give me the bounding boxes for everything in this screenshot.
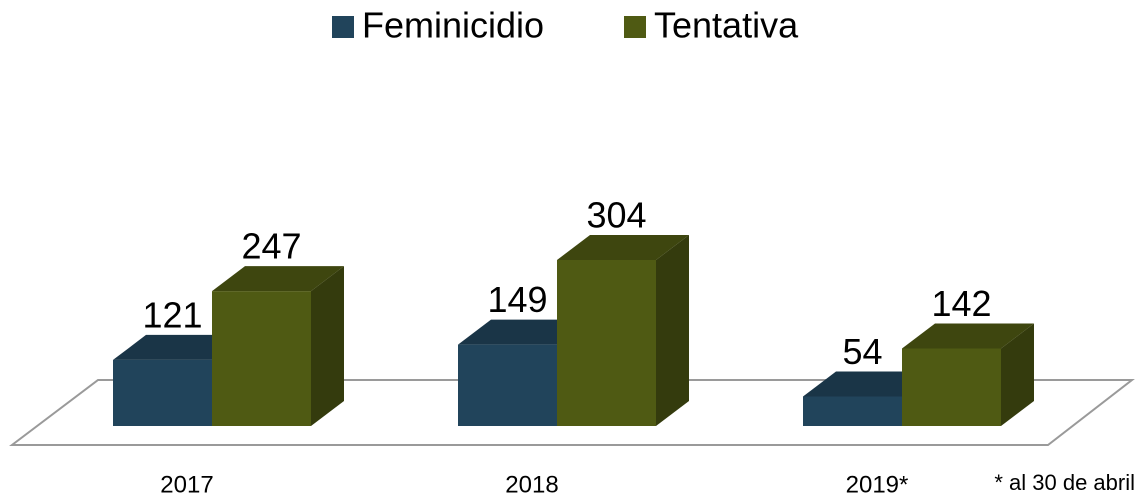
bar-top (902, 323, 1034, 349)
bar-front (803, 396, 902, 426)
bar (557, 235, 689, 426)
x-tick-label: 2019* (846, 471, 909, 498)
data-label: 149 (487, 279, 547, 320)
bar (902, 323, 1034, 426)
data-label: 247 (241, 226, 301, 267)
legend-swatch (332, 16, 354, 38)
bar-side (656, 235, 689, 426)
legend-label: Feminicidio (362, 5, 544, 46)
x-tick-label: 2017 (160, 471, 213, 498)
bar-front (212, 291, 311, 426)
bar-top (212, 266, 344, 292)
data-label: 121 (142, 294, 202, 335)
bar (212, 266, 344, 426)
data-label: 304 (586, 195, 646, 236)
data-label: 142 (931, 283, 991, 324)
annotation: * al 30 de abril (994, 470, 1135, 495)
bar-front (458, 344, 557, 426)
bar-front (902, 348, 1001, 426)
bar-side (1001, 323, 1034, 426)
bar-front (557, 260, 656, 426)
x-tick-label: 2018 (505, 471, 558, 498)
bar-front (113, 359, 212, 426)
bar-top (557, 235, 689, 260)
legend-swatch (624, 16, 646, 38)
legend-label: Tentativa (654, 5, 799, 46)
data-label: 54 (842, 331, 882, 372)
bar-side (311, 266, 344, 426)
